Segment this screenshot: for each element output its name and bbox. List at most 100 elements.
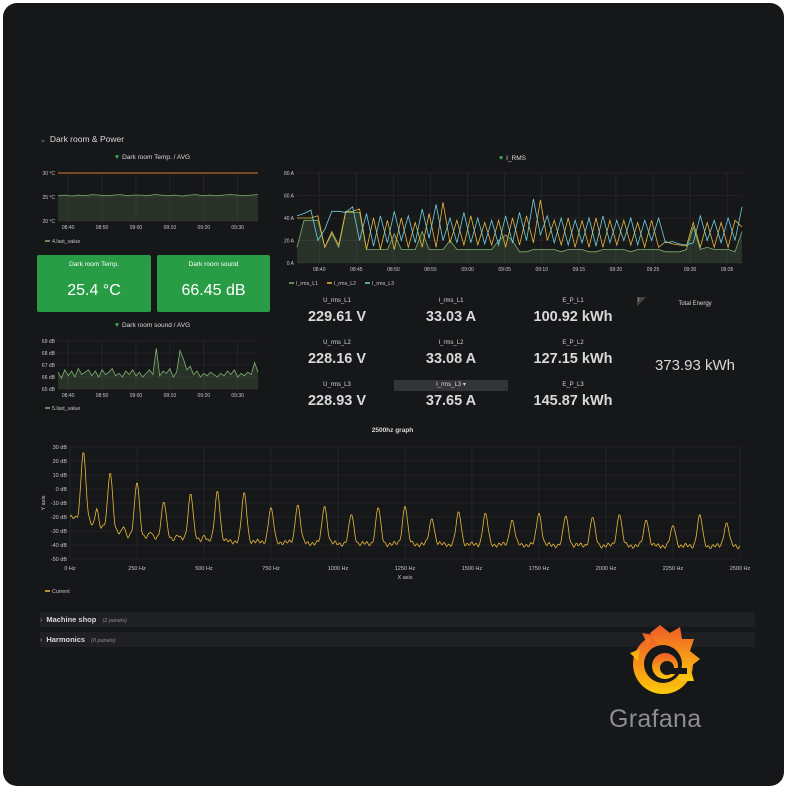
metric-label: I_rms_L2 [438, 340, 464, 346]
series-line-current [69, 452, 741, 550]
x-axis-label: X axis [398, 575, 413, 581]
heart-icon: ♥ [498, 155, 504, 162]
grafana-logo-text: Grafana [609, 705, 702, 733]
series-line-5.last_value [57, 348, 259, 380]
metric-label: E_P_L1 [562, 298, 584, 304]
x-tick-label: 08:55 [424, 267, 437, 273]
metric-i-rms-l1[interactable]: I_rms_L1 33.03 A [396, 296, 506, 325]
series-line-I_rms_L3 [296, 198, 743, 247]
x-tick-label: 1000 Hz [328, 566, 349, 572]
x-tick-label: 09:00 [130, 225, 143, 231]
y-tick-label: 40 A [284, 216, 295, 222]
series-area-4.last_value [58, 194, 258, 221]
y-tick-label: -10 dB [51, 501, 68, 507]
metric-value: 228.93 V [307, 393, 367, 409]
dashboard-card: ⌄ Dark room & Power ♥ Dark room Temp. / AV… [3, 3, 784, 786]
y-axis-label: Y axis [41, 495, 47, 510]
x-tick-label: 2250 Hz [663, 566, 684, 572]
x-tick-label: 08:50 [96, 393, 109, 399]
row-machine-shop[interactable]: › Machine shop (2 panels) [40, 612, 755, 627]
series-area-5.last_value [58, 348, 258, 389]
metric-value: 33.08 A [425, 351, 477, 367]
spectrum-panel-title[interactable]: 2500hz graph [371, 427, 414, 434]
irms-panel-title[interactable]: ♥ I_RMS [498, 155, 527, 162]
y-tick-label: 80 A [284, 171, 295, 177]
y-tick-label: 67 dB [42, 363, 56, 369]
metric-value: 229.61 V [307, 309, 367, 325]
y-tick-label: -30 dB [51, 529, 68, 535]
metric-e-p-l1[interactable]: E_P_L1 100.92 kWh [518, 296, 628, 325]
stat-value: 25.4 °C [67, 282, 121, 299]
x-tick-label: 08:40 [62, 393, 75, 399]
series-line-4.last_value [57, 194, 259, 197]
temp-panel-title[interactable]: ♥ Dark room Temp. / AVG [114, 154, 191, 161]
metric-value: 33.03 A [425, 309, 477, 325]
metric-label: I_rms_L3 ▾ [394, 380, 508, 391]
heart-icon: ♥ [114, 322, 119, 329]
stat-label: Dark room sound [188, 261, 239, 268]
stat-value: 66.45 dB [181, 282, 246, 299]
x-tick-label: 08:40 [62, 225, 75, 231]
y-tick-label: 65 dB [42, 387, 56, 393]
x-tick-label: 09:10 [164, 225, 177, 231]
y-tick-label: 0 dB [56, 487, 68, 493]
x-tick-label: 2500 Hz [730, 566, 751, 572]
legend-item-I_rms_L3: I_rms_L3 [372, 281, 394, 287]
y-tick-label: 20 dB [53, 459, 68, 465]
x-tick-label: 1750 Hz [529, 566, 550, 572]
metric-label: I_rms_L1 [438, 298, 464, 304]
x-tick-label: 250 Hz [128, 566, 146, 572]
metric-i-rms-l3[interactable]: I_rms_L3 ▾ 37.65 A [394, 380, 508, 409]
legend-item-current: Current [52, 589, 70, 595]
x-tick-label: 09:30 [231, 225, 244, 231]
x-tick-label: 09:20 [198, 393, 211, 399]
x-tick-label: 08:40 [313, 267, 326, 273]
info-icon[interactable]: i [637, 297, 646, 306]
total-energy-label: Total Energy [678, 301, 712, 307]
y-tick-label: 20 A [284, 239, 295, 245]
metric-u-rms-l2[interactable]: U_rms_L2 228.16 V [282, 338, 392, 367]
series-line-I_rms_L1 [296, 212, 743, 253]
x-tick-label: 09:20 [610, 267, 623, 273]
metric-label: U_rms_L3 [323, 382, 351, 388]
metric-value: 37.65 A [425, 393, 477, 409]
row-dark-room-power[interactable]: ⌄ Dark room & Power [40, 134, 125, 144]
metric-e-p-l2[interactable]: E_P_L2 127.15 kWh [518, 338, 628, 367]
y-tick-label: 60 A [284, 194, 295, 200]
x-tick-label: 09:10 [164, 393, 177, 399]
x-tick-label: 1500 Hz [462, 566, 483, 572]
metric-e-p-l3[interactable]: E_P_L3 145.87 kWh [518, 380, 628, 409]
legend-item-5.last_value: 5.last_value [52, 406, 80, 412]
stat-dark-room-temp[interactable]: Dark room Temp. 25.4 °C [37, 255, 151, 312]
metric-value: 145.87 kWh [533, 393, 613, 409]
x-tick-label: 08:45 [350, 267, 363, 273]
x-tick-label: 750 Hz [262, 566, 280, 572]
y-tick-label: 30 °C [42, 171, 55, 177]
sound-panel-title[interactable]: ♥ Dark room sound / AVG [114, 322, 191, 329]
y-tick-label: 20 °C [42, 219, 55, 225]
y-tick-label: 0 A [287, 261, 295, 267]
y-tick-label: 66 dB [42, 375, 56, 381]
x-tick-label: 09:10 [535, 267, 548, 273]
stat-label: Dark room Temp. [69, 261, 119, 268]
y-tick-label: 69 dB [42, 339, 56, 345]
y-tick-label: -40 dB [51, 543, 68, 549]
x-tick-label: 09:30 [684, 267, 697, 273]
metric-u-rms-l3[interactable]: U_rms_L3 228.93 V [282, 380, 392, 409]
heart-icon: ♥ [114, 154, 120, 161]
row-harmonics[interactable]: › Harmonics (0 panels) [40, 632, 755, 647]
y-tick-label: -50 dB [51, 557, 68, 563]
metric-u-rms-l1[interactable]: U_rms_L1 229.61 V [282, 296, 392, 325]
x-tick-label: 09:35 [721, 267, 734, 273]
chevron-right-icon: › [40, 637, 43, 644]
series-area-I_rms_L1 [297, 212, 742, 263]
x-tick-label: 09:20 [198, 225, 211, 231]
metric-i-rms-l2[interactable]: I_rms_L2 33.08 A [396, 338, 506, 367]
metric-value: 127.15 kWh [533, 351, 613, 367]
x-tick-label: 08:50 [96, 225, 109, 231]
stat-dark-room-sound[interactable]: Dark room sound 66.45 dB [157, 255, 270, 312]
legend-item-I_rms_L1: I_rms_L1 [296, 281, 318, 287]
x-tick-label: 08:50 [387, 267, 400, 273]
y-tick-label: 30 dB [53, 445, 68, 451]
x-tick-label: 09:05 [498, 267, 511, 273]
